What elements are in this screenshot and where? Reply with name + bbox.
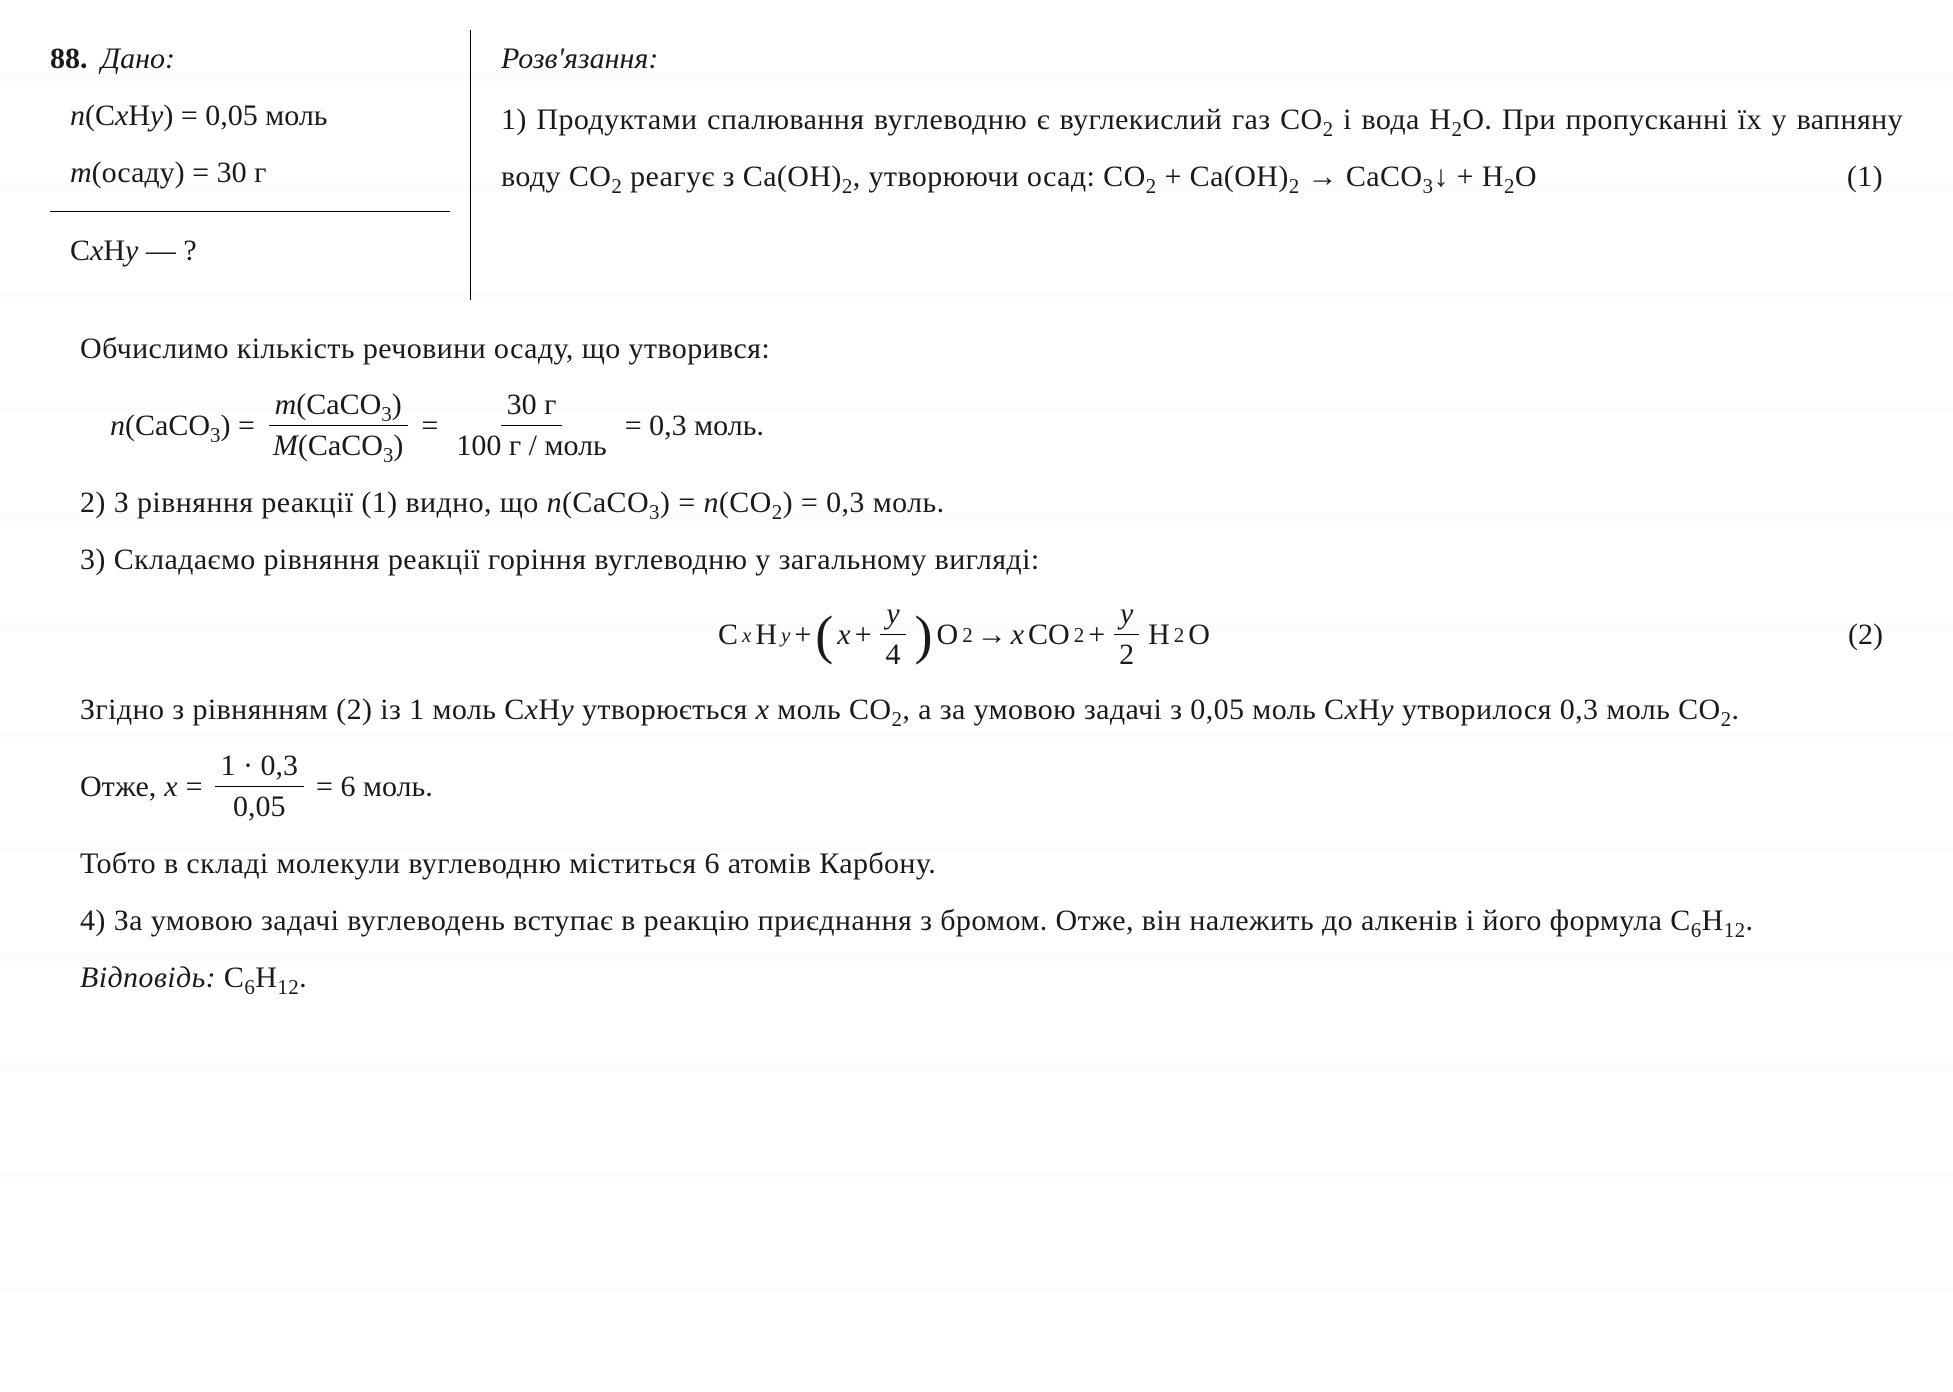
arrow: →	[977, 606, 1007, 663]
vertical-separator	[470, 30, 471, 300]
s: 2	[891, 707, 902, 731]
n: y	[1114, 596, 1139, 635]
t: , а за умовою задачі з 0,05 моль C	[902, 693, 1344, 726]
s: 2	[1721, 707, 1732, 731]
answer-label: Відповідь:	[80, 961, 216, 994]
s: 2	[1289, 174, 1300, 198]
top-row: 88. Дано: n(CxHy) = 0,05 моль m(осаду) =…	[50, 30, 1903, 300]
frac-1: m(CaCO3) M(CaCO3)	[267, 387, 410, 464]
d: 4	[880, 635, 907, 673]
t: H	[538, 693, 560, 726]
s: 3	[210, 423, 221, 447]
s: 12	[1724, 918, 1746, 942]
hence-label: Отже,	[80, 758, 156, 815]
given-column: 88. Дано: n(CxHy) = 0,05 моль m(осаду) =…	[50, 30, 450, 279]
frac-y2: y 2	[1113, 596, 1140, 673]
calc-row: n(CaCO3) = m(CaCO3) M(CaCO3) = 30 г 100 …	[110, 387, 1903, 464]
accord-para: Згідно з рівнянням (2) із 1 моль CxHy ут…	[80, 681, 1903, 738]
s: 6	[244, 975, 255, 999]
s: 2	[611, 174, 622, 198]
frac-2-den: 100 г / моль	[450, 426, 612, 464]
t: утворилося 0,3 моль CO	[1394, 693, 1721, 726]
equation-2: CxHy + ( x + y 4 ) O2 → xCO2 + y	[80, 596, 1848, 673]
x-var: x	[837, 606, 850, 663]
problem-number: 88.	[50, 42, 88, 75]
s: 3	[381, 402, 392, 426]
t: x	[756, 693, 770, 726]
t: ) = 0,3 моль.	[783, 486, 945, 519]
given-line-1: n(CxHy) = 0,05 моль	[50, 87, 430, 144]
t: і вода H	[1334, 103, 1452, 136]
t: +	[794, 606, 811, 663]
s: 2	[1451, 117, 1462, 141]
eq2-body: CxHy + ( x + y 4 ) O2 → xCO2 + y	[718, 596, 1210, 673]
n: 1 · 0,3	[215, 748, 305, 787]
step-4: 4) За умовою задачі вуглеводень вступає …	[80, 892, 1903, 949]
t: O	[1515, 160, 1537, 193]
s: 2	[772, 500, 783, 524]
frac-2-num: 30 г	[501, 387, 563, 426]
solution-title: Розв'язання:	[501, 30, 1903, 87]
answer-line: Відповідь: C6H12.	[80, 949, 1903, 1006]
s: 3	[383, 443, 394, 467]
t: H	[1702, 904, 1724, 937]
frac-1-num: m(CaCO3)	[269, 387, 408, 426]
frac-1-den: M(CaCO3)	[267, 426, 410, 464]
t: C	[216, 961, 244, 994]
calc-result: = 0,3 моль.	[625, 397, 764, 454]
t: H	[1358, 693, 1380, 726]
t: .	[1731, 693, 1739, 726]
d: 2	[1113, 635, 1140, 673]
s: 6	[1691, 918, 1702, 942]
t: +	[1088, 606, 1105, 663]
t: 2) З рівняння реакції (1) видно, що	[80, 486, 547, 519]
s: 2	[1146, 174, 1157, 198]
calc-intro: Обчислимо кількість речовини осаду, що у…	[80, 320, 1903, 377]
step-2: 2) З рівняння реакції (1) видно, що n(Ca…	[80, 474, 1903, 531]
hence-row: Отже, x = 1 · 0,3 0,05 = 6 моль.	[80, 748, 1903, 825]
s: 3	[649, 500, 660, 524]
find-line: CxHy — ?	[50, 222, 450, 279]
t: реагує з Ca(OH)	[622, 160, 842, 193]
t: , утворюючи осад: CO	[853, 160, 1146, 193]
s: 2	[1504, 174, 1515, 198]
eq1-number: (1)	[1847, 148, 1903, 205]
given-block: n(CxHy) = 0,05 моль m(осаду) = 30 г	[50, 87, 450, 212]
t: утворюється	[574, 693, 755, 726]
eq-sign: =	[421, 397, 438, 454]
s: 2	[842, 174, 853, 198]
t: ↓ + H	[1433, 160, 1504, 193]
given-title: Дано:	[101, 42, 175, 75]
s: 12	[277, 975, 299, 999]
t: + Ca(OH)	[1157, 160, 1289, 193]
equation-2-row: CxHy + ( x + y 4 ) O2 → xCO2 + y	[80, 596, 1903, 673]
given-line-2: m(осаду) = 30 г	[50, 144, 430, 201]
given-header: 88. Дано:	[50, 30, 450, 87]
t: .	[299, 961, 307, 994]
eq2-number: (2)	[1848, 606, 1903, 663]
solution-column: Розв'язання: 1) Продуктами спалювання ву…	[491, 30, 1903, 205]
step-3: 3) Складаємо рівняння реакції горіння ву…	[80, 531, 1903, 588]
n: y	[880, 596, 905, 635]
t: .	[1746, 904, 1754, 937]
frac-hence: 1 · 0,3 0,05	[215, 748, 305, 825]
d: 0,05	[227, 787, 292, 825]
t: → CaCO	[1300, 160, 1423, 193]
step-1-text: 1) Продуктами спалювання вуглеводню є ву…	[501, 91, 1903, 205]
thus-para: Тобто в складі молекули вуглеводню місти…	[80, 835, 1903, 892]
t: моль CO	[769, 693, 891, 726]
frac-2: 30 г 100 г / моль	[450, 387, 612, 464]
document-content: 88. Дано: n(CxHy) = 0,05 моль m(осаду) =…	[50, 30, 1903, 1006]
frac-y4: y 4	[880, 596, 907, 673]
mid-content: Обчислимо кількість речовини осаду, що у…	[50, 320, 1903, 1006]
s: 2	[1323, 117, 1334, 141]
t: Згідно з рівнянням (2) із 1 моль C	[80, 693, 525, 726]
calc-lhs: n(CaCO3) =	[110, 397, 255, 454]
hence-result: = 6 моль.	[316, 758, 433, 815]
t: 4) За умовою задачі вуглеводень вступає …	[80, 904, 1691, 937]
t: 1) Продуктами спалювання вуглеводню є ву…	[501, 103, 1323, 136]
t: H	[255, 961, 277, 994]
s: 3	[1422, 174, 1433, 198]
